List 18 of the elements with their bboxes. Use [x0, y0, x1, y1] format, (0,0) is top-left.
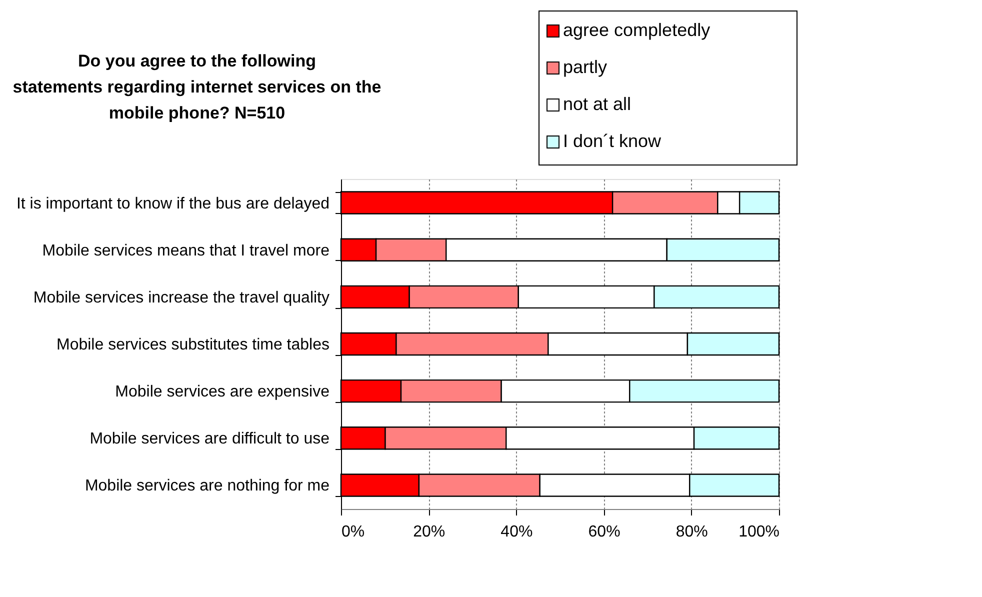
y-tick-label: Mobile services are nothing for me: [84, 478, 330, 495]
legend-label: not at all: [563, 94, 632, 114]
legend-label: agree completedly: [563, 20, 710, 40]
y-tick-label: Mobile services means that I travel more: [42, 242, 330, 260]
legend-label: partly: [563, 57, 608, 77]
y-tick-label: Mobile services increase the travel quality: [33, 289, 330, 306]
legend-label: I don´t know: [563, 131, 662, 151]
x-tick-label: 40%: [500, 524, 533, 540]
y-tick-label: It is important to know if the bus are delayed: [16, 195, 330, 212]
y-tick-label: Mobile services are expensive: [115, 384, 330, 401]
x-tick-label: 60%: [588, 524, 620, 540]
x-tick-label: 0%: [342, 524, 365, 540]
x-tick-label: 100%: [738, 524, 780, 540]
text: Do you agree to the following statements regarding internet services on the mobile phone? N=510: [12, 52, 382, 122]
y-tick-label: Mobile services substitutes time tables: [56, 336, 330, 354]
x-tick-label: 80%: [676, 524, 708, 540]
y-tick-label: Mobile services are difficult to use: [90, 430, 330, 448]
x-tick-label: 20%: [413, 524, 446, 540]
